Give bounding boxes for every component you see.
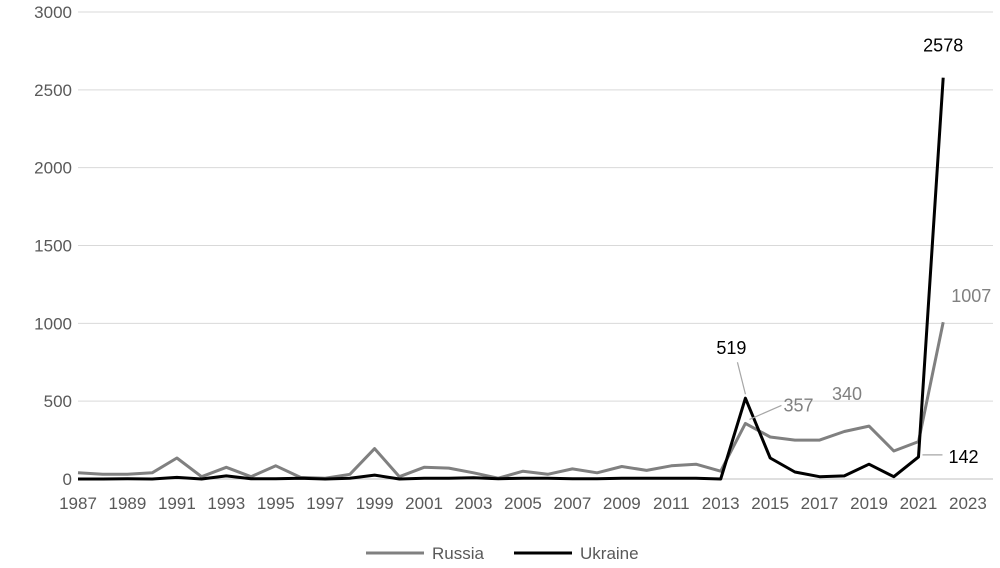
data-label-ukraine: 519 (716, 338, 746, 358)
series-lines (77, 77, 945, 481)
x-tick-label: 2021 (900, 494, 938, 513)
x-tick-label: 1993 (207, 494, 245, 513)
y-tick-label: 0 (63, 470, 72, 489)
x-axis-tick-labels: 1987 1989 1991 1993 1995 1997 1999 2001 2003 2005… (59, 494, 987, 513)
x-tick-label: 2013 (702, 494, 740, 513)
annotation-leader (736, 362, 747, 395)
x-tick-label: 2003 (455, 494, 493, 513)
data-annotations: 2578 1007 519 357 340 142 (716, 36, 991, 467)
data-label-ukraine: 2578 (923, 36, 963, 56)
annotation-leader (749, 404, 782, 420)
x-tick-label: 2011 (653, 494, 690, 513)
y-tick-label: 2000 (34, 159, 72, 178)
y-axis-tick-labels: 0 500 1000 1500 2000 2500 3000 (34, 3, 72, 489)
x-tick-label: 2017 (801, 494, 839, 513)
legend: Russia Ukraine (366, 544, 639, 563)
y-tick-label: 3000 (34, 3, 72, 22)
x-tick-label: 1991 (158, 494, 196, 513)
x-tick-label: 1989 (109, 494, 147, 513)
legend-label-ukraine: Ukraine (580, 544, 639, 563)
x-tick-label: 2019 (850, 494, 888, 513)
data-label-russia: 340 (832, 384, 862, 404)
series-line-ukraine (78, 77, 945, 481)
y-tick-label: 1000 (34, 314, 72, 333)
data-label-ukraine: 142 (948, 447, 978, 467)
series-line-russia (77, 321, 945, 480)
x-tick-label: 2023 (949, 494, 987, 513)
x-tick-label: 2001 (405, 494, 443, 513)
data-label-russia: 357 (783, 395, 813, 415)
x-tick-label: 1995 (257, 494, 295, 513)
x-tick-label: 2005 (504, 494, 542, 513)
legend-label-russia: Russia (432, 544, 485, 563)
x-tick-label: 2009 (603, 494, 641, 513)
x-tick-label: 1987 (59, 494, 97, 513)
x-tick-label: 2007 (553, 494, 591, 513)
x-tick-label: 2015 (751, 494, 789, 513)
x-tick-label: 1999 (356, 494, 394, 513)
gridlines (78, 11, 993, 480)
y-tick-label: 2500 (34, 81, 72, 100)
y-tick-label: 500 (44, 392, 72, 411)
y-tick-label: 1500 (34, 237, 72, 256)
data-label-russia: 1007 (951, 286, 991, 306)
x-tick-label: 1997 (306, 494, 344, 513)
